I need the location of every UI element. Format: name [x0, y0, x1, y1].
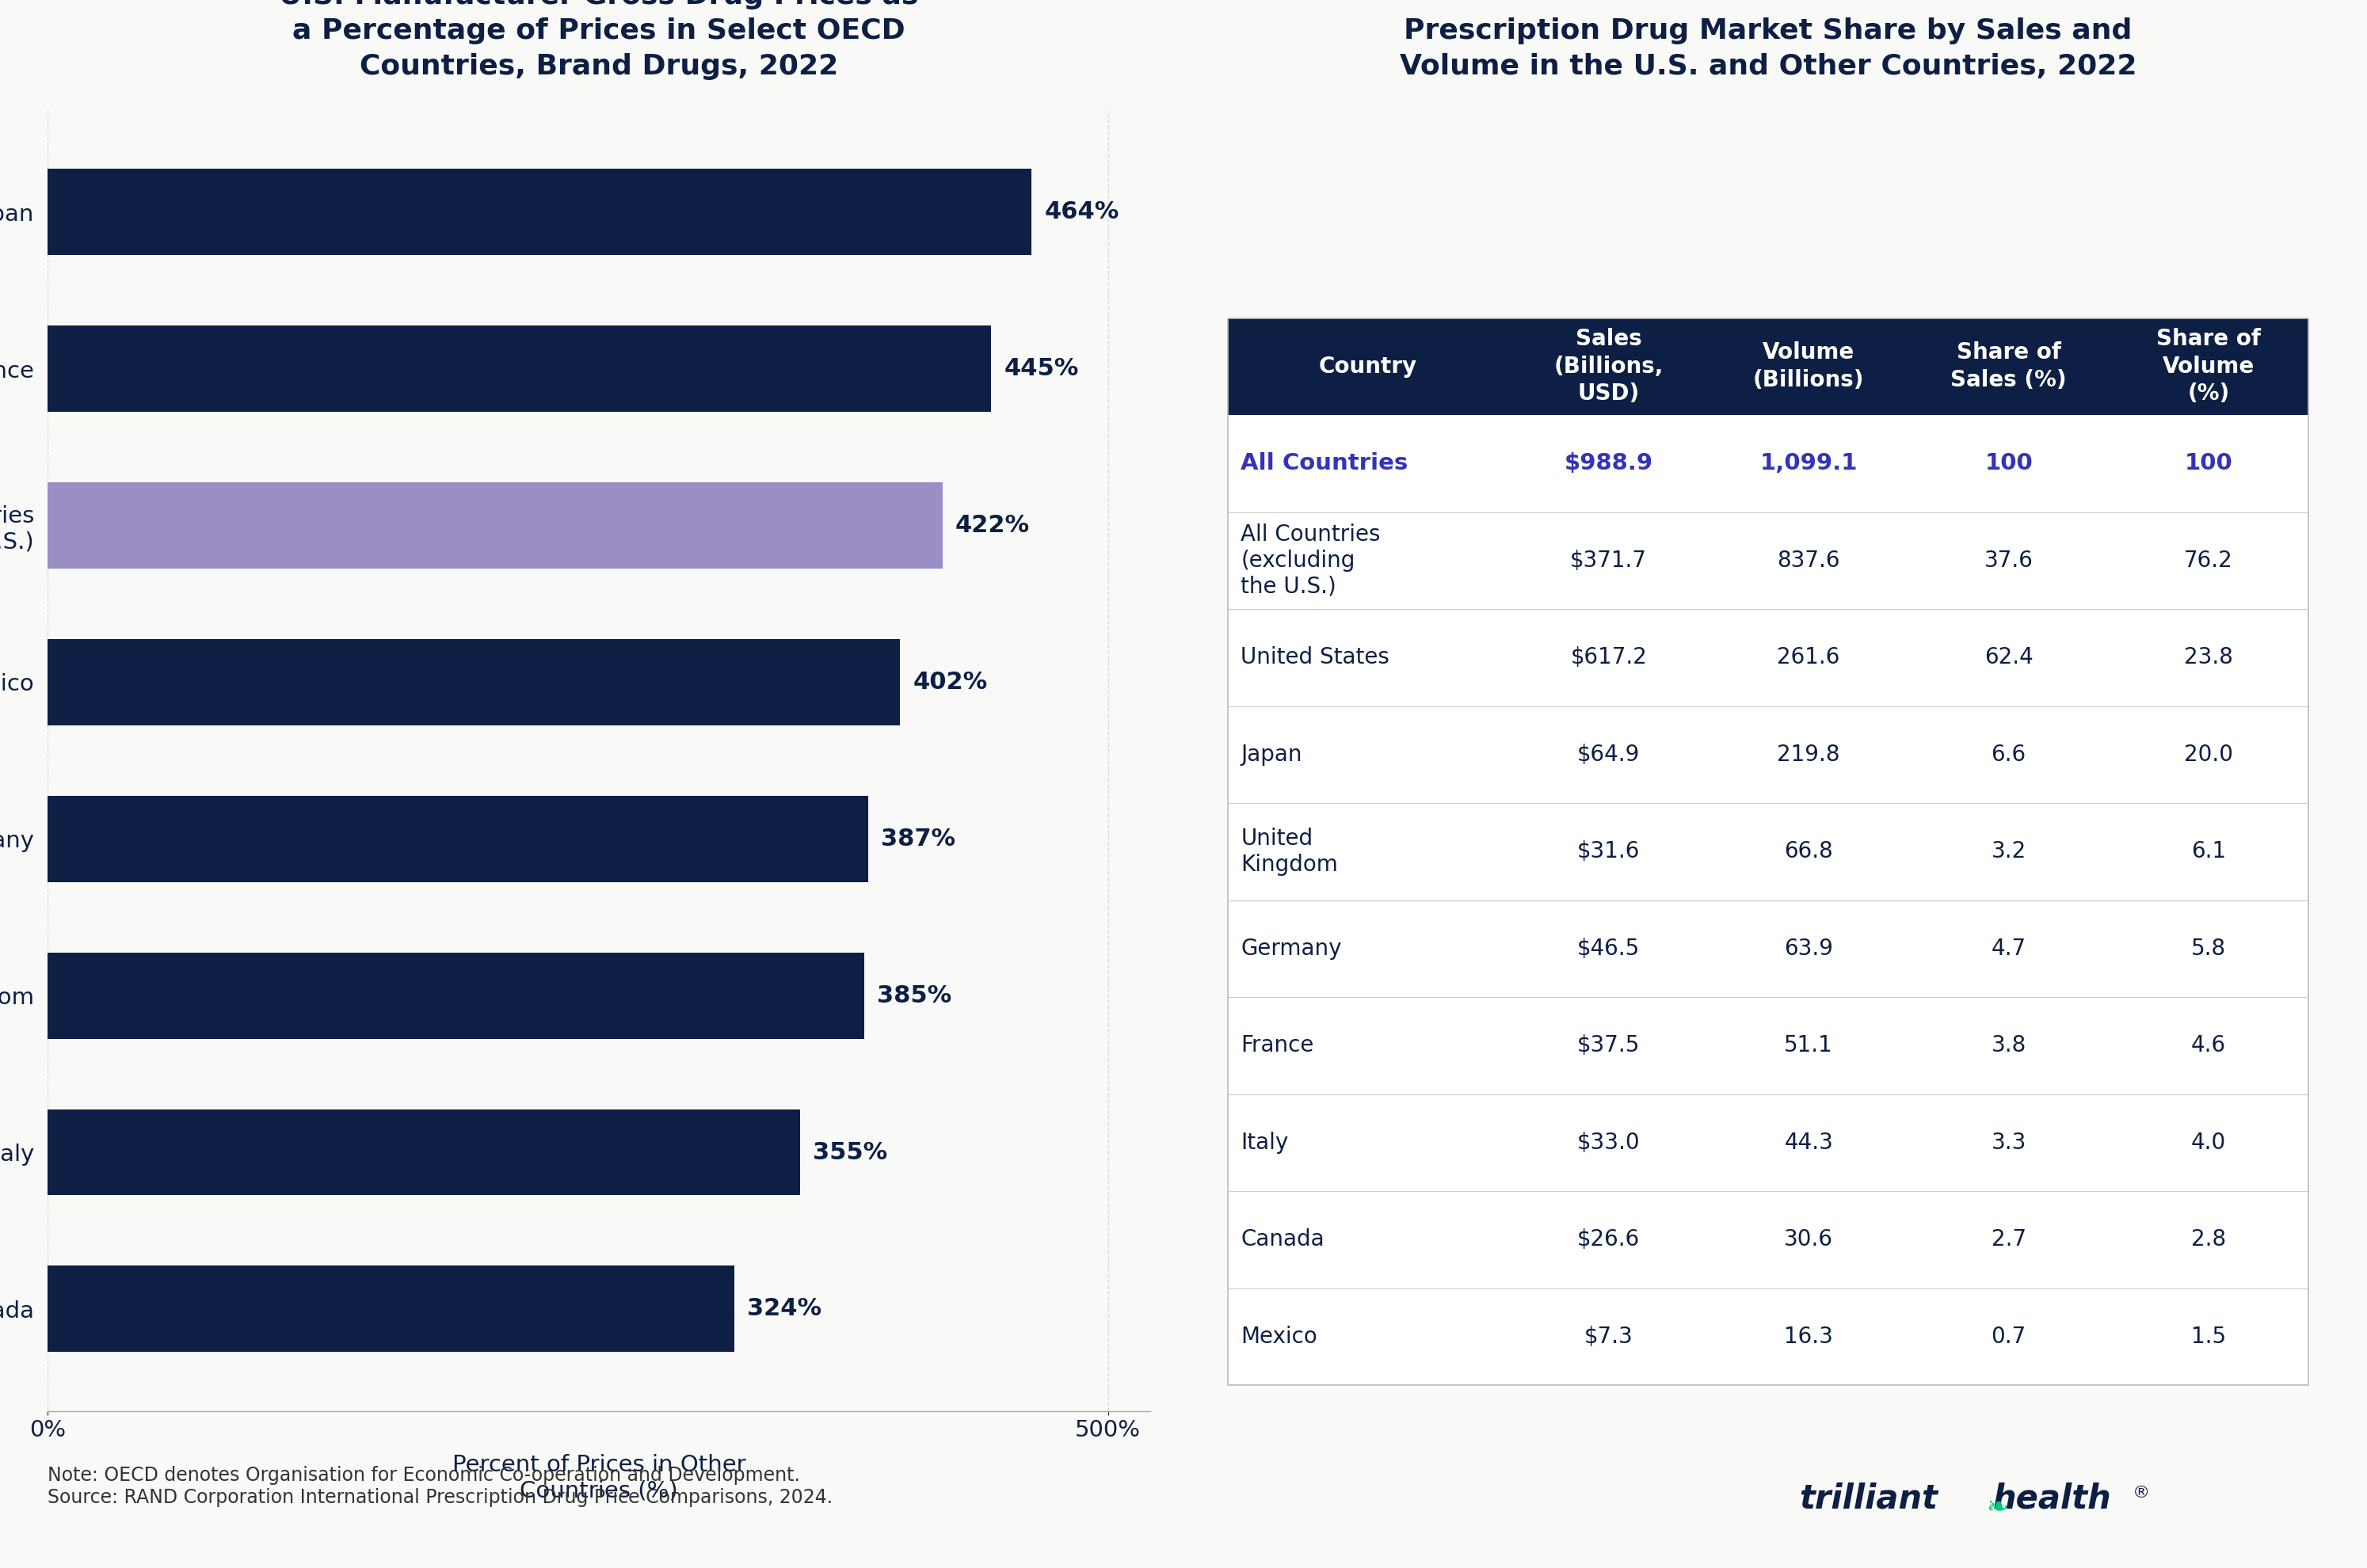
Text: 387%: 387% [881, 828, 956, 850]
Text: $26.6: $26.6 [1576, 1229, 1640, 1251]
Text: $37.5: $37.5 [1576, 1035, 1640, 1057]
Text: 6.6: 6.6 [1991, 743, 2026, 765]
Text: 23.8: 23.8 [2185, 646, 2232, 668]
Text: 324%: 324% [748, 1297, 821, 1320]
Text: 4.6: 4.6 [2192, 1035, 2225, 1057]
Text: 44.3: 44.3 [1785, 1132, 1832, 1154]
Text: 37.6: 37.6 [1984, 549, 2033, 572]
Bar [47, 1109, 800, 1195]
Text: 1,099.1: 1,099.1 [1759, 453, 1858, 475]
Bar [47, 795, 869, 881]
Text: 0.7: 0.7 [1991, 1325, 2026, 1348]
Text: 5.8: 5.8 [2192, 938, 2225, 960]
Text: 2.8: 2.8 [2192, 1229, 2225, 1251]
Text: Share of
Volume
(%): Share of Volume (%) [2156, 328, 2260, 405]
Text: 3.2: 3.2 [1991, 840, 2026, 862]
FancyBboxPatch shape [1228, 900, 2308, 997]
Text: $64.9: $64.9 [1576, 743, 1640, 765]
Text: Note: OECD denotes Organisation for Economic Co-operation and Development.
Sourc: Note: OECD denotes Organisation for Econ… [47, 1466, 833, 1507]
Bar [47, 640, 899, 726]
Text: ®: ® [2133, 1485, 2149, 1501]
Text: 16.3: 16.3 [1785, 1325, 1832, 1348]
Bar [47, 483, 942, 569]
Text: Country: Country [1318, 356, 1418, 378]
Text: France: France [1240, 1035, 1314, 1057]
Text: $7.3: $7.3 [1584, 1325, 1633, 1348]
Text: $33.0: $33.0 [1576, 1132, 1640, 1154]
Bar [47, 1265, 734, 1352]
FancyBboxPatch shape [1228, 608, 2308, 706]
Text: All Countries: All Countries [1240, 453, 1408, 475]
Bar [47, 952, 864, 1038]
Text: 2.7: 2.7 [1991, 1229, 2026, 1251]
Text: All Countries
(excluding
the U.S.): All Countries (excluding the U.S.) [1240, 524, 1380, 597]
Bar [47, 326, 992, 412]
Text: 837.6: 837.6 [1778, 549, 1839, 572]
Text: 445%: 445% [1004, 358, 1079, 379]
Text: Mexico: Mexico [1240, 1325, 1318, 1348]
Text: 4.0: 4.0 [2192, 1132, 2225, 1154]
Title: U.S. Manufacturer Gross Drug Prices as
a Percentage of Prices in Select OECD
Cou: U.S. Manufacturer Gross Drug Prices as a… [279, 0, 918, 80]
Text: 4.7: 4.7 [1991, 938, 2026, 960]
Text: 100: 100 [2185, 453, 2232, 475]
Text: 402%: 402% [914, 671, 987, 693]
FancyBboxPatch shape [1228, 1289, 2308, 1385]
FancyBboxPatch shape [1228, 1094, 2308, 1192]
Bar [47, 169, 1032, 256]
Text: $371.7: $371.7 [1569, 549, 1647, 572]
Text: trilliant: trilliant [1799, 1482, 1939, 1515]
Text: 3.3: 3.3 [1991, 1132, 2026, 1154]
Text: $617.2: $617.2 [1569, 646, 1647, 668]
Text: 100: 100 [1984, 453, 2033, 475]
FancyBboxPatch shape [1228, 318, 2308, 416]
Text: 51.1: 51.1 [1785, 1035, 1832, 1057]
Text: $31.6: $31.6 [1576, 840, 1640, 862]
Text: 464%: 464% [1044, 201, 1120, 224]
Text: 355%: 355% [814, 1142, 888, 1163]
Text: 1.5: 1.5 [2192, 1325, 2225, 1348]
Text: 6.1: 6.1 [2192, 840, 2225, 862]
Text: 422%: 422% [956, 514, 1030, 536]
Text: 20.0: 20.0 [2185, 743, 2232, 765]
FancyBboxPatch shape [1228, 513, 2308, 608]
Text: United States: United States [1240, 646, 1389, 668]
Text: United
Kingdom: United Kingdom [1240, 828, 1337, 875]
Text: Share of
Sales (%): Share of Sales (%) [1950, 342, 2066, 392]
Text: $46.5: $46.5 [1576, 938, 1640, 960]
FancyBboxPatch shape [1228, 803, 2308, 900]
Text: 63.9: 63.9 [1785, 938, 1832, 960]
Text: 219.8: 219.8 [1778, 743, 1839, 765]
Text: Italy: Italy [1240, 1132, 1288, 1154]
Text: 76.2: 76.2 [2185, 549, 2232, 572]
Text: $988.9: $988.9 [1565, 453, 1652, 475]
Text: ❧: ❧ [1986, 1494, 2007, 1521]
Text: 385%: 385% [876, 985, 952, 1007]
FancyBboxPatch shape [1228, 997, 2308, 1094]
X-axis label: Percent of Prices in Other
Countries (%): Percent of Prices in Other Countries (%) [452, 1454, 746, 1502]
Text: 3.8: 3.8 [1991, 1035, 2026, 1057]
Text: 261.6: 261.6 [1778, 646, 1839, 668]
Text: Japan: Japan [1240, 743, 1302, 765]
Text: health: health [1993, 1482, 2111, 1515]
Text: 66.8: 66.8 [1785, 840, 1832, 862]
Text: Canada: Canada [1240, 1229, 1326, 1251]
FancyBboxPatch shape [1228, 416, 2308, 513]
Text: Sales
(Billions,
USD): Sales (Billions, USD) [1553, 328, 1664, 405]
Title: Prescription Drug Market Share by Sales and
Volume in the U.S. and Other Countri: Prescription Drug Market Share by Sales … [1399, 17, 2137, 80]
FancyBboxPatch shape [1228, 1192, 2308, 1289]
Text: Volume
(Billions): Volume (Billions) [1754, 342, 1865, 392]
Text: 62.4: 62.4 [1984, 646, 2033, 668]
FancyBboxPatch shape [1228, 416, 2308, 423]
Text: Germany: Germany [1240, 938, 1342, 960]
Text: 30.6: 30.6 [1785, 1229, 1832, 1251]
FancyBboxPatch shape [1228, 706, 2308, 803]
